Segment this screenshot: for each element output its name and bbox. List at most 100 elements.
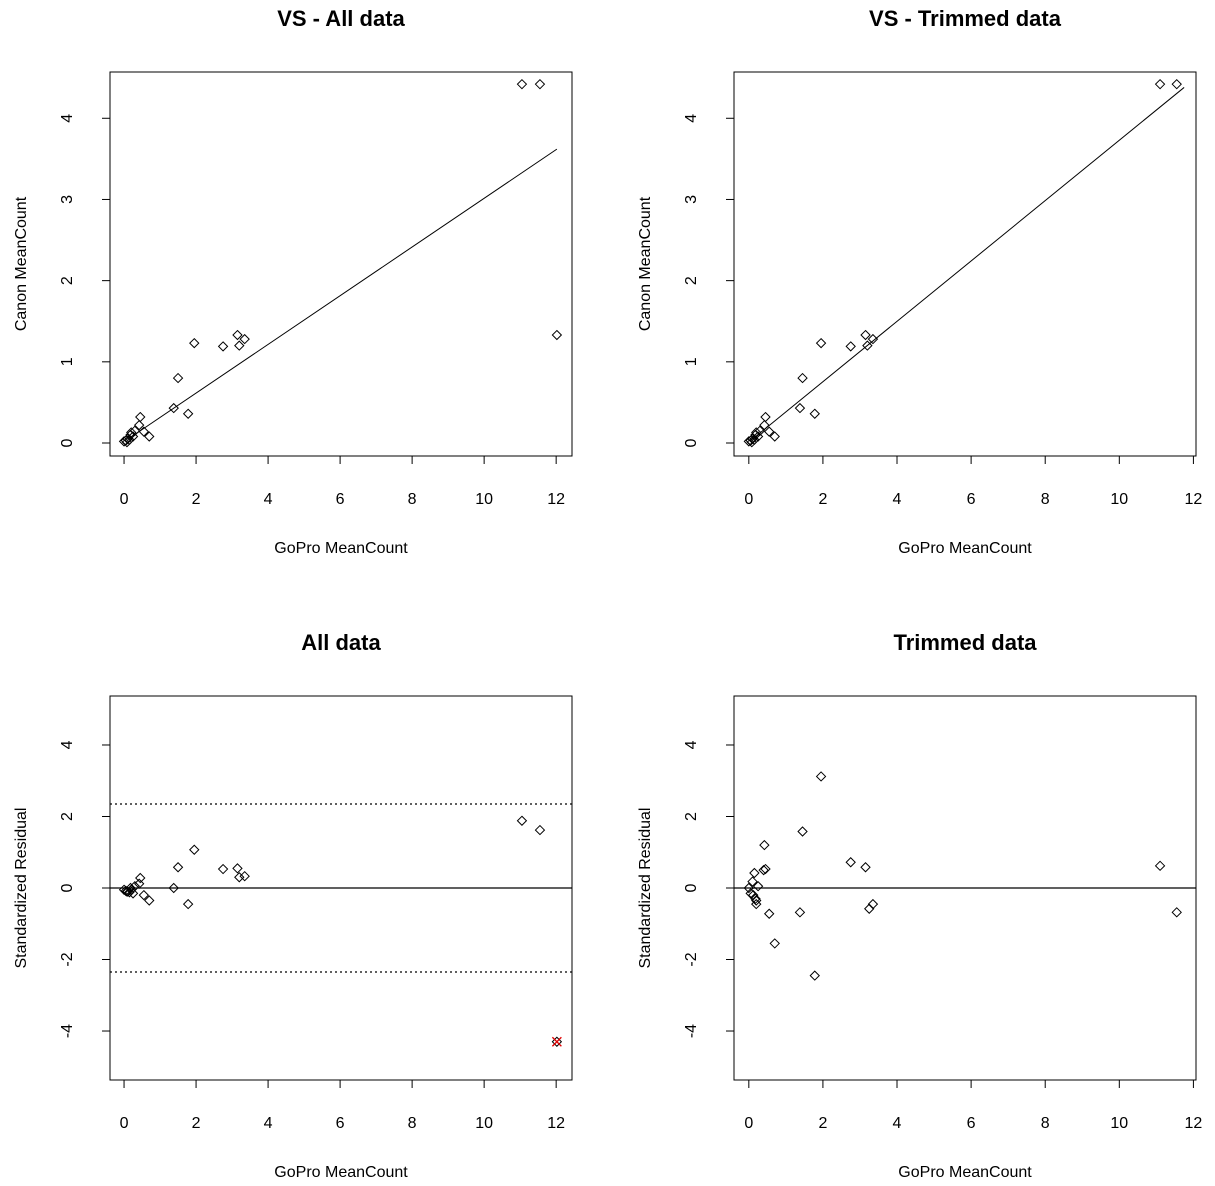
point	[746, 436, 757, 448]
x-tick-label: 0	[120, 491, 129, 508]
y-tick-label: 2	[683, 812, 700, 821]
x-tick-label: 10	[1110, 491, 1128, 508]
point	[860, 329, 871, 341]
point	[759, 419, 770, 431]
point	[516, 78, 528, 90]
fit-line	[129, 148, 558, 439]
point	[133, 878, 145, 889]
y-tick-label: 2	[59, 812, 76, 821]
x-tick-label: 4	[264, 491, 273, 508]
point	[138, 889, 150, 901]
point	[138, 426, 150, 437]
point	[551, 329, 563, 341]
point	[760, 863, 771, 875]
point	[118, 884, 130, 895]
point	[794, 907, 806, 918]
point	[1154, 860, 1166, 872]
point	[217, 863, 229, 875]
y-axis-label: Canon MeanCount	[637, 196, 654, 331]
point	[232, 329, 243, 341]
x-tick-label: 2	[818, 1115, 827, 1132]
point	[133, 419, 145, 431]
chart-title: Trimmed data	[893, 630, 1037, 655]
point	[121, 886, 133, 897]
point	[794, 402, 806, 414]
point	[759, 839, 770, 851]
y-tick-label: -2	[59, 952, 76, 966]
point	[172, 372, 184, 384]
x-tick-label: 12	[547, 491, 565, 508]
y-tick-label: -4	[59, 1024, 76, 1038]
point	[182, 898, 194, 910]
point	[749, 867, 760, 879]
y-axis-label: Standardized Residual	[637, 808, 654, 969]
x-axis-label: GoPro MeanCount	[898, 1164, 1032, 1181]
plot-box	[733, 71, 1197, 457]
point	[743, 436, 755, 447]
x-tick-label: 4	[893, 491, 902, 508]
x-axis-label: GoPro MeanCount	[898, 540, 1032, 557]
point	[763, 908, 775, 919]
point	[232, 863, 243, 874]
point	[189, 844, 200, 855]
point	[867, 333, 879, 345]
fit-line	[750, 87, 1185, 441]
point	[1154, 78, 1166, 90]
y-tick-label: 0	[683, 883, 700, 892]
point	[769, 431, 780, 442]
point	[751, 898, 762, 910]
point	[769, 938, 780, 949]
point	[168, 402, 179, 414]
point	[144, 431, 155, 442]
point	[809, 408, 820, 419]
point	[172, 862, 184, 873]
x-tick-label: 12	[1185, 1115, 1203, 1132]
x-tick-label: 8	[408, 1115, 417, 1132]
x-axis-label: GoPro MeanCount	[274, 540, 408, 557]
point	[815, 771, 827, 782]
point	[797, 826, 808, 837]
point	[125, 429, 136, 441]
x-tick-label: 4	[893, 1115, 902, 1132]
y-tick-label: 4	[683, 114, 700, 123]
x-tick-label: 12	[1185, 491, 1203, 508]
point	[122, 886, 133, 897]
x-tick-label: 12	[547, 1115, 565, 1132]
outlier-mark	[551, 1036, 562, 1047]
point	[135, 872, 146, 884]
point	[1171, 907, 1182, 918]
y-tick-label: 2	[683, 276, 700, 285]
point	[135, 411, 146, 423]
chart-title: VS - Trimmed data	[869, 6, 1062, 31]
point	[217, 341, 229, 352]
x-tick-label: 0	[744, 491, 753, 508]
y-tick-label: 0	[683, 438, 700, 447]
plot-box	[109, 71, 573, 457]
y-tick-label: 2	[59, 276, 76, 285]
x-tick-label: 6	[967, 491, 976, 508]
y-tick-label: -2	[683, 952, 700, 966]
point	[121, 436, 133, 448]
point	[845, 857, 856, 868]
x-tick-label: 2	[192, 1115, 201, 1132]
y-tick-label: -4	[683, 1024, 700, 1038]
point	[743, 882, 755, 894]
x-tick-label: 10	[475, 491, 493, 508]
x-tick-label: 6	[336, 1115, 345, 1132]
point	[845, 341, 856, 352]
y-tick-label: 4	[683, 740, 700, 749]
x-tick-label: 8	[408, 491, 417, 508]
point	[809, 970, 820, 981]
point	[860, 862, 871, 873]
y-tick-label: 4	[59, 114, 76, 123]
point	[182, 408, 194, 419]
point	[534, 824, 546, 836]
y-tick-label: 1	[683, 357, 700, 366]
x-tick-label: 0	[744, 1115, 753, 1132]
x-tick-label: 10	[1110, 1115, 1128, 1132]
point	[862, 340, 873, 351]
point	[516, 815, 528, 826]
point	[815, 337, 827, 349]
x-tick-label: 8	[1041, 1115, 1050, 1132]
